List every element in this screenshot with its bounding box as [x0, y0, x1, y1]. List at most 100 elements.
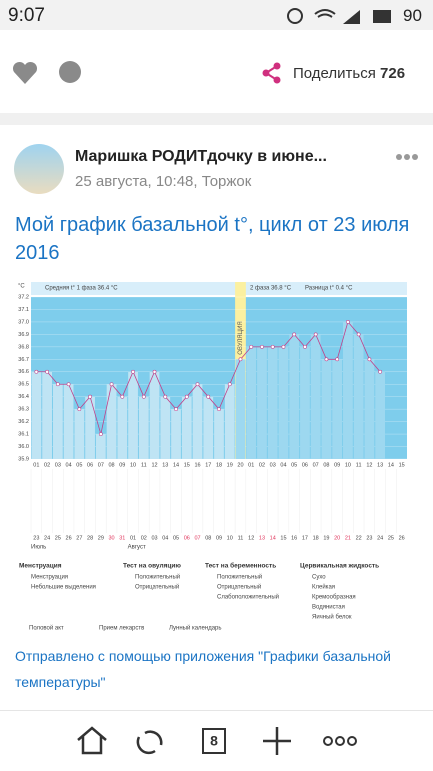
- legend-item: Лунный календарь: [169, 625, 222, 632]
- y-tick-label: 36.2: [18, 419, 29, 425]
- legend-item: Отрицательный: [217, 584, 261, 591]
- temp-bar: [214, 409, 224, 459]
- temp-point: [131, 369, 135, 374]
- date-label: 26: [66, 535, 72, 541]
- refresh[interactable]: [136, 730, 163, 755]
- more[interactable]: [395, 153, 419, 161]
- date-label: 07: [194, 535, 200, 541]
- x-tick-label: 20: [237, 462, 243, 468]
- status-bar: [0, 0, 433, 30]
- temp-bar: [138, 396, 149, 459]
- share[interactable]: Поделиться 726: [293, 65, 405, 82]
- temp-bar: [257, 346, 267, 459]
- x-tick-label: 14: [173, 462, 179, 468]
- x-tick-label: 06: [87, 462, 93, 468]
- y-tick-label: 36.8: [18, 344, 29, 350]
- legend-item: Небольшие выделения: [31, 585, 96, 591]
- date-label: 04: [162, 535, 168, 541]
- avatar[interactable]: [14, 144, 64, 194]
- date-label: 14: [270, 535, 276, 541]
- date-label: 24: [44, 535, 50, 541]
- temp-point: [141, 394, 146, 399]
- x-tick-label: 08: [323, 462, 329, 468]
- x-tick-label: 04: [66, 462, 72, 468]
- chart: ОВУЛЯЦИЯ °C Средняя t° 1 фаза 36.4 °C 2 фаз…: [18, 282, 407, 632]
- legend-item: Половой акт: [29, 625, 64, 632]
- x-tick-label: 12: [366, 462, 372, 468]
- date-label: 30: [109, 535, 115, 541]
- y-tick-label: 36.6: [18, 369, 29, 375]
- y-tick-label: 36.4: [18, 394, 29, 400]
- date-label: 19: [323, 535, 329, 541]
- x-tick-label: 10: [345, 462, 351, 468]
- legend-title: Цервикальная жидкость: [300, 563, 379, 570]
- temp-bar: [171, 409, 181, 459]
- temp-bar: [267, 346, 278, 459]
- tabs-count: 8: [210, 733, 218, 749]
- y-tick-label: 37.1: [18, 307, 29, 313]
- ovulation-label: ОВУЛЯЦИЯ: [238, 321, 244, 354]
- date-label: 10: [227, 535, 233, 541]
- y-tick-label: 37.0: [18, 319, 29, 325]
- x-tick-label: 03: [55, 462, 61, 468]
- x-tick-label: 09: [119, 462, 125, 468]
- status-icons: [287, 8, 391, 24]
- temp-bar: [31, 371, 42, 459]
- temp-bar: [128, 371, 138, 459]
- temp-point: [270, 344, 275, 349]
- date-label: 02: [141, 535, 147, 541]
- y-tick-label: 36.7: [18, 357, 29, 363]
- temp-point: [152, 369, 157, 374]
- x-tick-label: 10: [130, 462, 136, 468]
- date-label: 25: [55, 535, 61, 541]
- post-footer[interactable]: Отправлено с помощью приложения "Графики…: [15, 648, 391, 690]
- temp-bar: [343, 321, 353, 459]
- date-label: 25: [388, 535, 394, 541]
- battery: 90: [403, 6, 422, 25]
- new-tab[interactable]: [263, 727, 291, 755]
- y-tick-label: 36.1: [18, 432, 29, 438]
- author[interactable]: Маришка РОДИТдочку в июне...: [75, 148, 327, 165]
- date-label: 20: [334, 535, 340, 541]
- date-label: 01: [130, 535, 136, 541]
- home[interactable]: [77, 726, 107, 755]
- temp-point: [206, 394, 211, 399]
- temp-point: [249, 344, 254, 349]
- date-label: 06: [184, 535, 190, 541]
- temp-bar: [117, 396, 128, 459]
- tabs[interactable]: [202, 728, 226, 754]
- legend-title: Тест на беременность: [205, 562, 276, 570]
- x-tick-label: 19: [227, 462, 233, 468]
- legend-item: Слабоположительный: [217, 594, 279, 601]
- unit: °C: [18, 284, 25, 290]
- date-label: 26: [399, 535, 405, 541]
- like-comment[interactable]: [12, 60, 82, 86]
- temp-bar: [246, 346, 257, 459]
- temp-point: [346, 320, 350, 324]
- temp-bar: [375, 371, 386, 459]
- temp-point: [238, 357, 243, 362]
- legend-item: Сухо: [312, 575, 326, 581]
- legend-item: Прием лекарств: [99, 626, 144, 632]
- temp-point: [281, 344, 286, 349]
- x-tick-label: 07: [98, 462, 104, 468]
- post-title[interactable]: Мой график базальной t°, цикл от 23 июля…: [15, 214, 410, 264]
- date-label: 08: [205, 535, 211, 541]
- date-label: 29: [98, 535, 104, 541]
- legend-item: Положительный: [135, 574, 180, 581]
- temp-bar: [63, 384, 74, 459]
- temp-bar: [310, 334, 321, 459]
- x-tick-label: 01: [33, 462, 39, 468]
- x-tick-label: 11: [141, 462, 147, 468]
- legend-item: Отрицательный: [135, 584, 179, 591]
- phase1: Средняя t° 1 фаза 36.4 °C: [45, 286, 118, 292]
- menu[interactable]: [323, 736, 357, 746]
- temp-point: [217, 407, 221, 412]
- temp-point: [66, 382, 71, 387]
- temp-point: [313, 332, 318, 337]
- share-icon[interactable]: [262, 62, 282, 84]
- date-label: 21: [345, 535, 351, 541]
- date-label: 23: [366, 535, 372, 541]
- date-label: 15: [280, 535, 286, 541]
- temp-point: [335, 357, 340, 362]
